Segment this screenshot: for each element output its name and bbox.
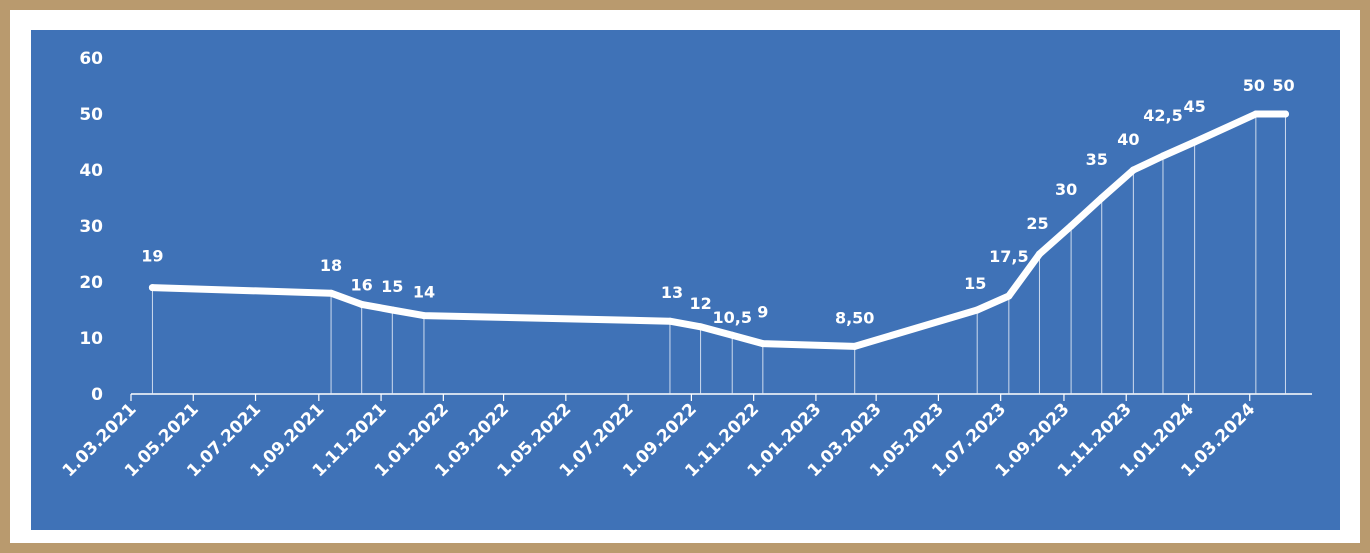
data-point (666, 317, 674, 325)
data-label: 42,5 (1143, 106, 1182, 125)
data-label: 25 (1026, 214, 1048, 233)
chart-background (31, 30, 1340, 530)
data-label: 40 (1117, 130, 1139, 149)
data-point (1129, 166, 1137, 174)
data-label: 9 (757, 303, 768, 322)
data-point (851, 342, 859, 350)
data-label: 15 (381, 277, 403, 296)
series-line (148, 110, 1289, 350)
y-tick-label: 30 (79, 217, 103, 237)
data-point (1252, 110, 1260, 118)
y-tick-label: 40 (79, 161, 103, 181)
data-point (759, 340, 767, 348)
data-label: 15 (964, 274, 986, 293)
data-point (973, 306, 981, 314)
data-label: 50 (1243, 76, 1265, 95)
data-label: 50 (1272, 76, 1294, 95)
y-tick-label: 60 (79, 49, 103, 69)
data-point (1191, 138, 1199, 146)
data-point (697, 323, 705, 331)
data-label: 19 (141, 247, 163, 266)
data-point (1035, 250, 1043, 258)
data-label: 10,5 (712, 308, 751, 327)
y-tick-label: 20 (79, 273, 103, 293)
data-label: 12 (689, 294, 711, 313)
data-label: 8,50 (835, 308, 874, 327)
data-label: 14 (413, 283, 435, 302)
data-point (327, 289, 335, 297)
y-tick-label: 0 (91, 385, 103, 405)
data-label: 16 (351, 275, 373, 294)
data-point (1067, 222, 1075, 230)
y-tick-label: 10 (79, 329, 103, 349)
data-label: 45 (1183, 97, 1205, 116)
data-label: 18 (320, 256, 342, 275)
data-point (728, 331, 736, 339)
data-point (148, 284, 156, 292)
data-point (358, 300, 366, 308)
data-point (1005, 292, 1013, 300)
data-point (1098, 194, 1106, 202)
data-label: 30 (1055, 180, 1077, 199)
data-point (388, 306, 396, 314)
data-point (1159, 152, 1167, 160)
data-point (420, 312, 428, 320)
y-tick-label: 50 (79, 105, 103, 125)
data-label: 35 (1086, 150, 1108, 169)
data-label: 17,5 (989, 247, 1028, 266)
data-point (1281, 110, 1289, 118)
data-label: 13 (661, 283, 683, 302)
